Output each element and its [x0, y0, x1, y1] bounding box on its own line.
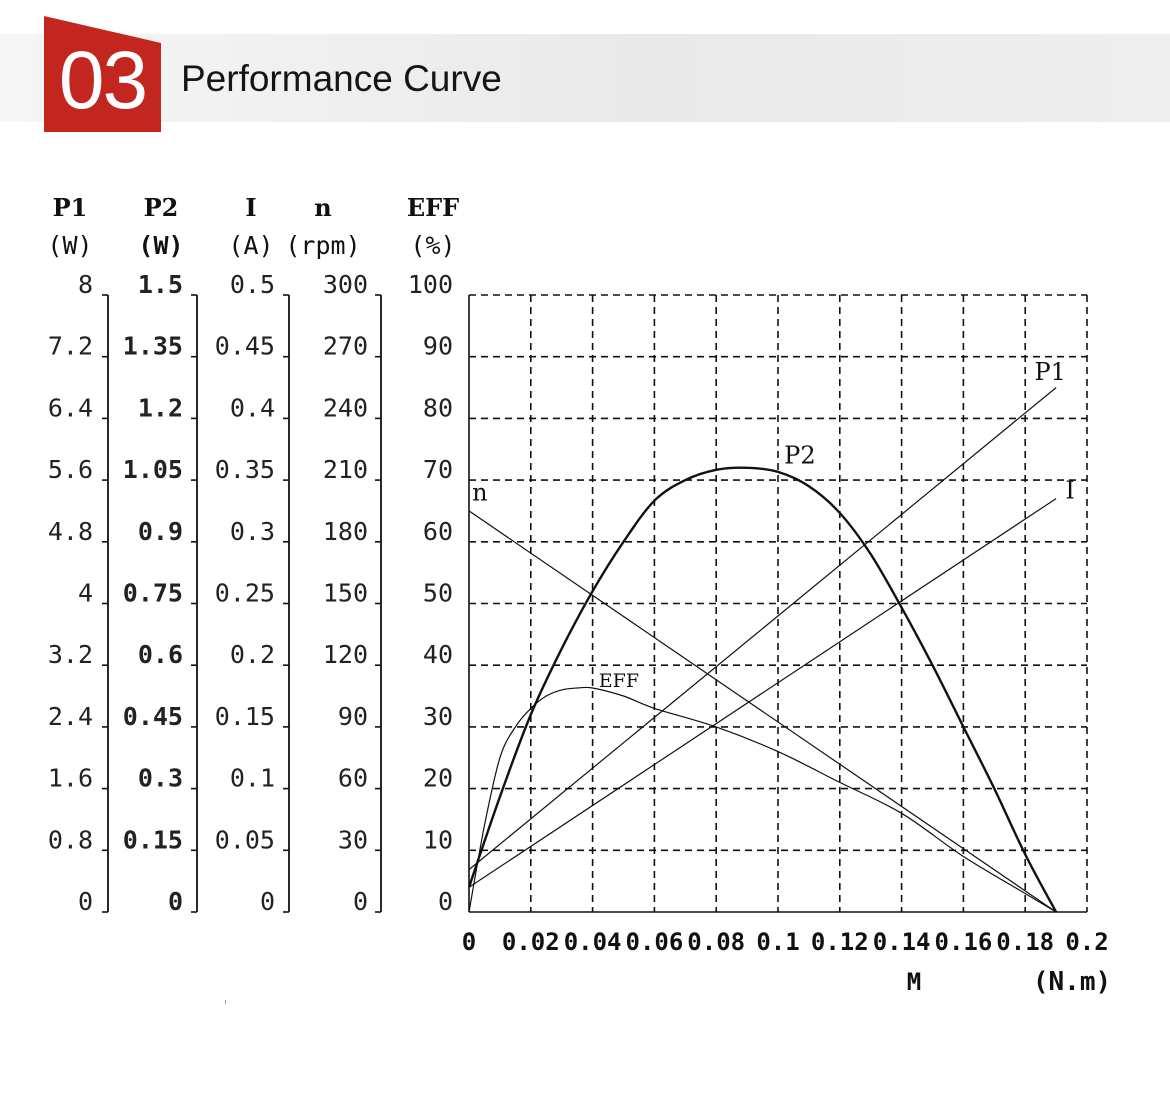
axis-name-P2: P2	[144, 193, 179, 222]
y-tick-label-P1: 5.6	[48, 455, 93, 484]
series-label-EFF: EFF	[599, 670, 639, 692]
header-band	[0, 34, 1170, 122]
y-tick-label-P1: 1.6	[48, 764, 93, 793]
y-tick-label-I: 0.45	[215, 332, 275, 361]
y-tick-label-P1: 8	[78, 270, 93, 299]
y-tick-label-I: 0	[260, 887, 275, 916]
y-tick-label-I: 0.15	[215, 702, 275, 731]
y-tick-label-EFF: 20	[423, 764, 453, 793]
y-tick-label-P2: 1.35	[123, 332, 183, 361]
x-tick-label: 0.04	[564, 928, 622, 956]
x-axis-unit: (N.m)	[1033, 967, 1111, 997]
y-tick-label-I: 0.3	[230, 517, 275, 546]
stray-mark	[225, 1000, 226, 1004]
y-tick-label-EFF: 80	[423, 393, 453, 422]
series-label-P1: P1	[1034, 358, 1065, 386]
y-tick-label-I: 0.35	[215, 455, 275, 484]
x-tick-label: 0	[462, 928, 476, 956]
x-tick-label: 0.02	[502, 928, 560, 956]
y-tick-label-n: 150	[323, 579, 368, 608]
y-tick-label-P1: 3.2	[48, 640, 93, 669]
y-tick-label-P2: 1.2	[138, 393, 183, 422]
y-tick-label-I: 0.4	[230, 393, 275, 422]
x-tick-label: 0.14	[873, 928, 931, 956]
y-tick-label-P1: 4.8	[48, 517, 93, 546]
section-number: 03	[58, 35, 148, 126]
y-tick-label-P2: 0	[168, 887, 183, 916]
y-tick-label-EFF: 60	[423, 517, 453, 546]
x-tick-label: 0.18	[996, 928, 1054, 956]
y-tick-label-P1: 6.4	[48, 393, 93, 422]
y-tick-label-EFF: 90	[423, 332, 453, 361]
axis-name-P1: P1	[53, 193, 88, 222]
series-line-P1	[468, 387, 1057, 871]
x-tick-label: 0.12	[811, 928, 869, 956]
y-tick-label-EFF: 10	[423, 825, 453, 854]
y-tick-label-n: 300	[323, 270, 368, 299]
x-tick-label: 0.1	[756, 928, 799, 956]
y-tick-label-n: 210	[323, 455, 368, 484]
axis-name-I: I	[245, 193, 256, 222]
y-tick-label-n: 90	[338, 702, 368, 731]
y-tick-label-P2: 0.3	[138, 764, 183, 793]
y-tick-label-P1: 4	[78, 579, 93, 608]
y-tick-label-I: 0.05	[215, 825, 275, 854]
x-tick-label: 0.2	[1065, 928, 1108, 956]
y-tick-label-P1: 0	[78, 887, 93, 916]
x-tick-label: 0.08	[687, 928, 745, 956]
y-tick-label-P2: 0.15	[123, 825, 183, 854]
axis-unit-n: (rpm)	[285, 231, 360, 260]
y-tick-label-I: 0.2	[230, 640, 275, 669]
x-tick-label: 0.06	[626, 928, 684, 956]
x-axis-label: M	[907, 968, 921, 996]
x-tick-label: 0.16	[935, 928, 993, 956]
series-line-EFF	[468, 686, 1057, 913]
y-tick-label-P2: 0.6	[138, 640, 183, 669]
y-tick-label-I: 0.25	[215, 579, 275, 608]
y-tick-label-n: 60	[338, 764, 368, 793]
y-tick-label-I: 0.5	[230, 270, 275, 299]
y-tick-label-EFF: 100	[408, 270, 453, 299]
y-tick-label-P1: 2.4	[48, 702, 93, 731]
y-tick-label-EFF: 30	[423, 702, 453, 731]
axis-unit-P1: (W)	[47, 231, 92, 260]
y-tick-label-P2: 0.9	[138, 517, 183, 546]
series-line-P2	[467, 466, 1058, 913]
axis-unit-EFF: (%)	[410, 231, 455, 260]
y-tick-label-EFF: 0	[438, 887, 453, 916]
y-tick-label-EFF: 40	[423, 640, 453, 669]
y-tick-label-n: 30	[338, 825, 368, 854]
y-tick-label-n: 240	[323, 393, 368, 422]
y-tick-label-EFF: 50	[423, 579, 453, 608]
series-label-n: n	[472, 479, 487, 507]
y-tick-label-n: 120	[323, 640, 368, 669]
y-tick-label-n: 0	[353, 887, 368, 916]
y-tick-label-P2: 1.5	[138, 270, 183, 299]
axis-unit-I: (A)	[228, 231, 273, 260]
y-tick-label-I: 0.1	[230, 764, 275, 793]
y-tick-label-P2: 1.05	[123, 455, 183, 484]
series-label-P2: P2	[784, 442, 815, 470]
series-line-n	[468, 510, 1057, 913]
section-badge: 03	[44, 16, 161, 132]
axis-unit-P2: (W)	[138, 231, 183, 260]
y-tick-label-P2: 0.75	[123, 579, 183, 608]
axis-name-EFF: EFF	[407, 193, 459, 222]
y-tick-label-P1: 0.8	[48, 825, 93, 854]
y-tick-label-P1: 7.2	[48, 332, 93, 361]
y-tick-label-EFF: 70	[423, 455, 453, 484]
axis-name-n: n	[314, 193, 331, 222]
y-tick-label-P2: 0.45	[123, 702, 183, 731]
series-line-I	[468, 498, 1057, 888]
series-label-I: I	[1065, 477, 1074, 505]
page-title: Performance Curve	[181, 58, 502, 99]
y-tick-label-n: 270	[323, 332, 368, 361]
y-tick-label-n: 180	[323, 517, 368, 546]
